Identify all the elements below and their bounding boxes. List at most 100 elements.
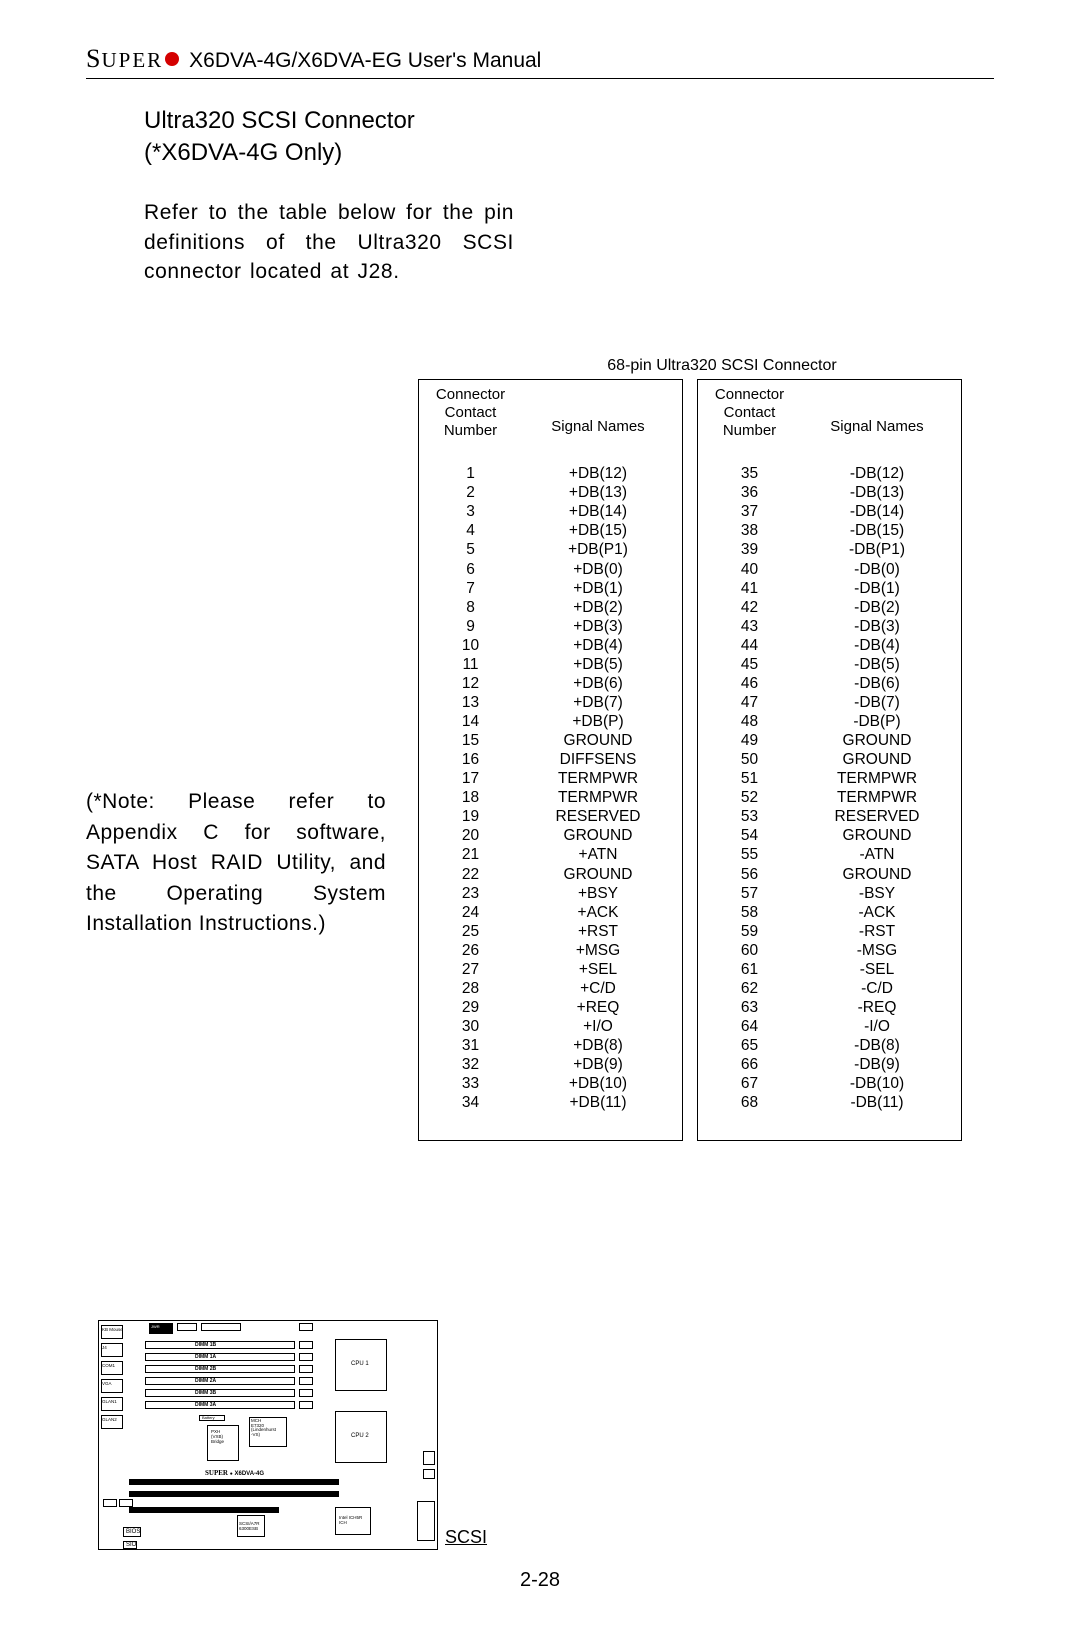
dimm-slot (145, 1353, 295, 1361)
pin-row: 31+DB(8) (423, 1036, 678, 1055)
pin-number: 51 (702, 769, 797, 788)
pin-signal: DIFFSENS (518, 750, 678, 769)
pin-signal: GROUND (518, 731, 678, 750)
pin-number: 3 (423, 502, 518, 521)
dimm-slot (145, 1401, 295, 1409)
pin-signal: GROUND (797, 750, 957, 769)
note-text: (*Note: Please refer to Appendix C for s… (86, 787, 386, 939)
pin-number: 37 (702, 502, 797, 521)
pin-number: 24 (423, 903, 518, 922)
port-label: KB Mouse (102, 1327, 123, 1332)
pin-number: 55 (702, 845, 797, 864)
pin-number: 38 (702, 521, 797, 540)
pin-number: 27 (423, 960, 518, 979)
pin-row: 13+DB(7) (423, 693, 678, 712)
pin-signal: +DB(5) (518, 655, 678, 674)
pin-signal: +DB(7) (518, 693, 678, 712)
pin-number: 68 (702, 1093, 797, 1112)
pin-table-right: ConnectorContactNumber Signal Names 35-D… (697, 379, 962, 1141)
pin-signal: GROUND (797, 826, 957, 845)
top-conn: JWR (151, 1324, 160, 1329)
pin-number: 18 (423, 788, 518, 807)
section-title-line2: (*X6DVA-4G Only) (144, 137, 994, 169)
pin-signal: +C/D (518, 979, 678, 998)
pin-number: 43 (702, 617, 797, 636)
pin-row: 44-DB(4) (702, 636, 957, 655)
bios-label: BIOS (126, 1529, 140, 1535)
pin-number: 61 (702, 960, 797, 979)
pin-row: 23+BSY (423, 884, 678, 903)
pin-signal: -DB(13) (797, 483, 957, 502)
board-brand: SUPER ● X6DVA-4G (205, 1469, 264, 1477)
logo-cap: S (86, 44, 101, 73)
pin-number: 9 (423, 617, 518, 636)
pin-signal: -DB(14) (797, 502, 957, 521)
pin-row: 38-DB(15) (702, 521, 957, 540)
pin-number: 35 (702, 464, 797, 483)
pin-row: 62-C/D (702, 979, 957, 998)
pin-signal: GROUND (797, 865, 957, 884)
pin-row: 16DIFFSENS (423, 750, 678, 769)
pin-row: 3+DB(14) (423, 502, 678, 521)
section-title: Ultra320 SCSI Connector (*X6DVA-4G Only) (144, 105, 994, 170)
dimm-slot (145, 1341, 295, 1349)
brand-logo: SUPER (86, 44, 179, 74)
pin-signal: -DB(8) (797, 1036, 957, 1055)
pin-number: 53 (702, 807, 797, 826)
dimm-label: DIMM 3B (195, 1390, 216, 1396)
pin-row: 18TERMPWR (423, 788, 678, 807)
pin-row: 8+DB(2) (423, 598, 678, 617)
pin-number: 46 (702, 674, 797, 693)
pin-signal: +MSG (518, 941, 678, 960)
port-label: J4 (102, 1345, 107, 1350)
pin-signal: -REQ (797, 998, 957, 1017)
chip-scsi: SCSI/A7R6300ESB (239, 1521, 260, 1531)
pin-signal: +DB(2) (518, 598, 678, 617)
pin-signal: +REQ (518, 998, 678, 1017)
pin-signal: GROUND (797, 731, 957, 750)
pin-row: 43-DB(3) (702, 617, 957, 636)
pin-number: 26 (423, 941, 518, 960)
dimm-slot (145, 1377, 295, 1385)
pin-signal: -ACK (797, 903, 957, 922)
pin-row: 39-DB(P1) (702, 540, 957, 559)
pin-signal: -RST (797, 922, 957, 941)
pin-number: 66 (702, 1055, 797, 1074)
pin-row: 34+DB(11) (423, 1093, 678, 1112)
pin-signal: RESERVED (797, 807, 957, 826)
pin-signal: +DB(14) (518, 502, 678, 521)
dimm-label: DIMM 1B (195, 1342, 216, 1348)
pin-signal: -DB(5) (797, 655, 957, 674)
port-label: VGA (102, 1381, 112, 1386)
pin-number: 63 (702, 998, 797, 1017)
page-number: 2-28 (0, 1569, 1080, 1592)
pin-number: 22 (423, 865, 518, 884)
header-signal-names: Signal Names (797, 386, 957, 440)
pin-number: 2 (423, 483, 518, 502)
pin-row: 48-DB(P) (702, 712, 957, 731)
pin-rows-right: 35-DB(12)36-DB(13)37-DB(14)38-DB(15)39-D… (702, 464, 957, 1112)
pin-number: 57 (702, 884, 797, 903)
pin-row: 47-DB(7) (702, 693, 957, 712)
pin-number: 42 (702, 598, 797, 617)
pin-row: 19RESERVED (423, 807, 678, 826)
pin-row: 14+DB(P) (423, 712, 678, 731)
pin-row: 53RESERVED (702, 807, 957, 826)
dimm-slot (145, 1389, 295, 1397)
pin-signal: +DB(P1) (518, 540, 678, 559)
pin-signal: -DB(15) (797, 521, 957, 540)
pin-row: 52TERMPWR (702, 788, 957, 807)
pin-signal: -DB(6) (797, 674, 957, 693)
dimm-label: DIMM 2B (195, 1366, 216, 1372)
header-num-text: ConnectorContactNumber (702, 386, 797, 440)
scsi-callout-label: SCSI (445, 1527, 487, 1548)
logo-rest: UPER (101, 48, 163, 72)
pin-row: 4+DB(15) (423, 521, 678, 540)
pin-signal: TERMPWR (518, 769, 678, 788)
pin-number: 40 (702, 560, 797, 579)
pin-number: 25 (423, 922, 518, 941)
pin-number: 14 (423, 712, 518, 731)
pin-signal: TERMPWR (797, 788, 957, 807)
pin-number: 12 (423, 674, 518, 693)
pin-signal: +BSY (518, 884, 678, 903)
